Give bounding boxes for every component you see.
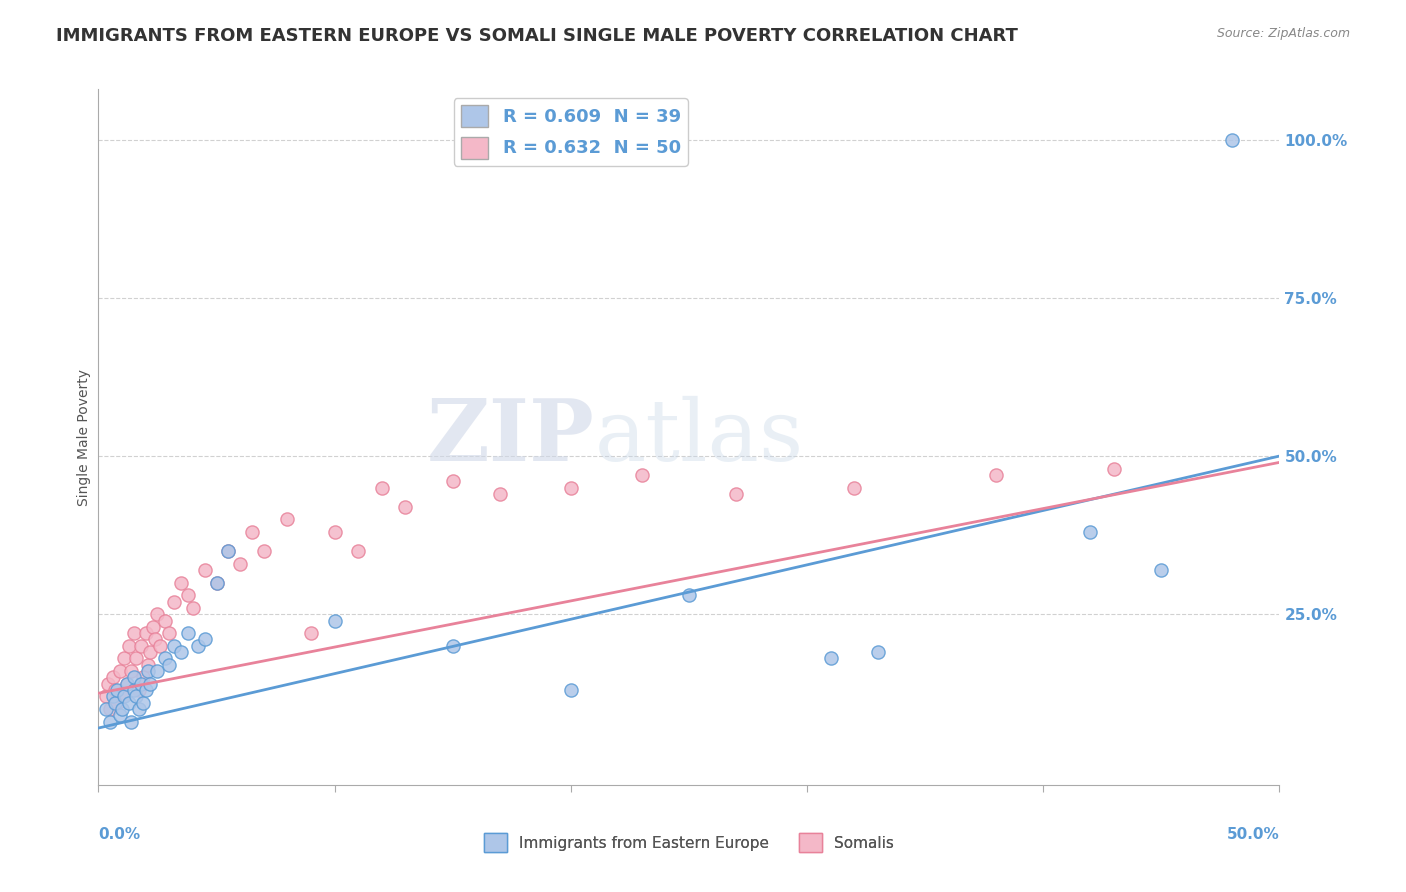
Point xyxy=(97,677,120,691)
Point xyxy=(866,645,889,659)
Text: Source: ZipAtlas.com: Source: ZipAtlas.com xyxy=(1216,27,1350,40)
Point xyxy=(725,487,748,501)
Text: 50.0%: 50.0% xyxy=(1226,827,1279,842)
Point xyxy=(132,670,155,684)
Legend: Immigrants from Eastern Europe, Somalis: Immigrants from Eastern Europe, Somalis xyxy=(478,828,900,858)
Point xyxy=(153,614,176,628)
Point xyxy=(112,651,135,665)
Point xyxy=(118,639,141,653)
Point xyxy=(844,481,866,495)
Y-axis label: Single Male Poverty: Single Male Poverty xyxy=(77,368,91,506)
Point xyxy=(630,468,652,483)
Point xyxy=(115,677,138,691)
Point xyxy=(163,594,186,608)
Point xyxy=(371,481,394,495)
Point xyxy=(111,702,134,716)
Point xyxy=(323,524,346,539)
Point xyxy=(128,702,150,716)
Point xyxy=(177,626,200,640)
Point xyxy=(112,690,135,704)
Point xyxy=(181,600,204,615)
Point xyxy=(1102,461,1125,475)
Point xyxy=(217,544,239,558)
Point xyxy=(129,639,152,653)
Point xyxy=(194,563,217,577)
Point xyxy=(217,544,239,558)
Point xyxy=(135,683,157,698)
Point xyxy=(205,575,228,590)
Point xyxy=(104,683,127,698)
Point xyxy=(136,657,159,672)
Point xyxy=(129,677,152,691)
Point xyxy=(1150,563,1173,577)
Point xyxy=(323,614,346,628)
Point xyxy=(136,664,159,678)
Point xyxy=(146,607,169,622)
Point xyxy=(240,524,263,539)
Point xyxy=(205,575,228,590)
Point xyxy=(153,651,176,665)
Point xyxy=(253,544,276,558)
Point xyxy=(394,500,416,514)
Point xyxy=(146,664,169,678)
Point xyxy=(187,639,209,653)
Point xyxy=(229,557,252,571)
Point xyxy=(441,475,464,489)
Point xyxy=(143,632,166,647)
Text: atlas: atlas xyxy=(595,395,804,479)
Point xyxy=(441,639,464,653)
Point xyxy=(121,714,143,729)
Point xyxy=(132,696,155,710)
Text: ZIP: ZIP xyxy=(426,395,595,479)
Point xyxy=(560,683,582,698)
Text: 0.0%: 0.0% xyxy=(98,827,141,842)
Point xyxy=(125,651,148,665)
Point xyxy=(984,468,1007,483)
Point xyxy=(125,690,148,704)
Point xyxy=(101,690,124,704)
Point xyxy=(142,620,165,634)
Point xyxy=(94,690,117,704)
Point xyxy=(94,702,117,716)
Point xyxy=(108,708,131,723)
Point xyxy=(560,481,582,495)
Point xyxy=(121,664,143,678)
Point xyxy=(149,639,172,653)
Point xyxy=(122,670,145,684)
Point xyxy=(299,626,322,640)
Point xyxy=(105,683,128,698)
Point xyxy=(105,696,128,710)
Point xyxy=(128,683,150,698)
Point xyxy=(98,714,121,729)
Point xyxy=(276,512,298,526)
Point xyxy=(104,696,127,710)
Point xyxy=(347,544,370,558)
Point xyxy=(170,645,193,659)
Point xyxy=(98,702,121,716)
Point xyxy=(489,487,512,501)
Point xyxy=(135,626,157,640)
Text: IMMIGRANTS FROM EASTERN EUROPE VS SOMALI SINGLE MALE POVERTY CORRELATION CHART: IMMIGRANTS FROM EASTERN EUROPE VS SOMALI… xyxy=(56,27,1018,45)
Point xyxy=(139,645,162,659)
Point xyxy=(157,626,180,640)
Point xyxy=(111,690,134,704)
Point xyxy=(157,657,180,672)
Point xyxy=(1220,133,1243,147)
Point xyxy=(1080,524,1102,539)
Point xyxy=(122,626,145,640)
Point xyxy=(170,575,193,590)
Point xyxy=(108,664,131,678)
Point xyxy=(678,588,700,602)
Point xyxy=(139,677,162,691)
Point xyxy=(122,683,145,698)
Point xyxy=(115,677,138,691)
Point xyxy=(163,639,186,653)
Point xyxy=(194,632,217,647)
Point xyxy=(177,588,200,602)
Point xyxy=(118,696,141,710)
Point xyxy=(820,651,842,665)
Point xyxy=(101,670,124,684)
